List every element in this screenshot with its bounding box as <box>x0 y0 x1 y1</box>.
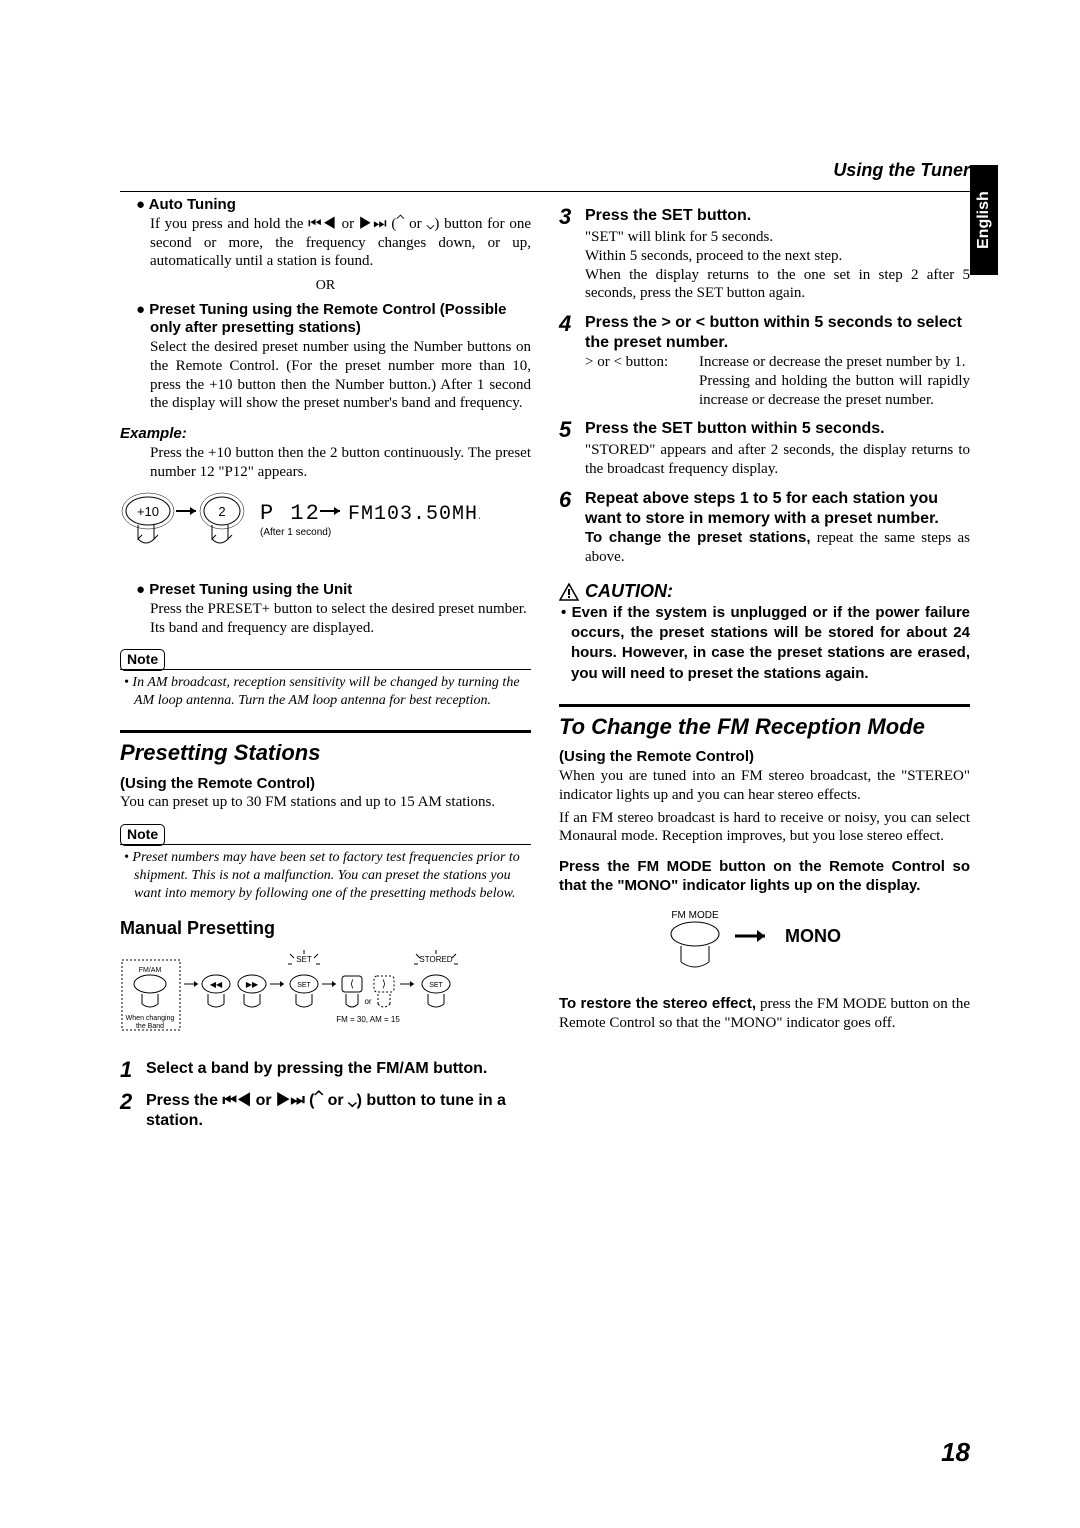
step-4-def-val: Increase or decrease the preset number b… <box>699 353 970 409</box>
example-diagram: +10 2 P 12 (After 1 s <box>120 491 531 567</box>
step-5: 5 Press the SET button within 5 seconds. <box>559 419 970 441</box>
svg-text:SET: SET <box>429 982 443 989</box>
manual-page: Using the Tuner English Auto Tuning If y… <box>0 0 1080 1528</box>
auto-tuning-head: Auto Tuning <box>150 196 531 215</box>
step-3-num: 3 <box>559 206 577 228</box>
fm-mode-diagram: FM MODE MONO <box>559 906 970 982</box>
svg-text:or: or <box>364 997 371 1006</box>
content-columns: Auto Tuning If you press and hold the ⏮◀… <box>120 196 970 1131</box>
note-label-2: Note <box>120 824 165 846</box>
step-1-num: 1 <box>120 1059 138 1081</box>
step-4: 4 Press the > or < button within 5 secon… <box>559 313 970 353</box>
fm-mode-title: To Change the FM Reception Mode <box>559 713 970 741</box>
fm-mode-instr: Press the FM MODE button on the Remote C… <box>559 858 970 896</box>
note-text-1: In AM broadcast, reception sensitivity w… <box>134 674 531 710</box>
svg-text:FM103.50MHz: FM103.50MHz <box>348 503 480 526</box>
svg-text:When changing: When changing <box>126 1015 175 1022</box>
step-4-head: Press the > or < button within 5 seconds… <box>585 313 970 353</box>
presetting-title: Presetting Stations <box>120 739 531 767</box>
example-body: Press the +10 button then the 2 button c… <box>150 444 531 482</box>
preset-unit-body1: Press the PRESET+ button to select the d… <box>150 600 531 619</box>
step-4-num: 4 <box>559 313 577 353</box>
fm-mode-sub: (Using the Remote Control) <box>559 748 970 767</box>
caution-head: CAUTION: <box>559 580 970 603</box>
presetting-rule <box>120 730 531 733</box>
presetting-body: You can preset up to 30 FM stations and … <box>120 793 531 812</box>
page-number: 18 <box>941 1437 970 1468</box>
step-5-body: "STORED" appears and after 2 seconds, th… <box>585 441 970 479</box>
preset-remote-head: Preset Tuning using the Remote Control (… <box>150 301 531 339</box>
step-2-head: Press the ⏮◀ or ▶⏭ (⌃ or ⌄) button to tu… <box>146 1091 531 1131</box>
caution-icon <box>559 583 579 601</box>
note-rule-2 <box>120 844 531 845</box>
fm-mode-p1: When you are tuned into an FM stereo bro… <box>559 767 970 805</box>
note-label-1: Note <box>120 649 165 671</box>
fm-mode-restore-lead: To restore the stereo effect, <box>559 995 756 1012</box>
step-6-num: 6 <box>559 489 577 529</box>
step-6: 6 Repeat above steps 1 to 5 for each sta… <box>559 489 970 529</box>
svg-text:⟩: ⟩ <box>382 979 386 990</box>
auto-tuning-body: If you press and hold the ⏮◀ or ▶⏭ (⌃ or… <box>150 215 531 271</box>
step-6-change: To change the preset stations, repeat th… <box>585 529 970 567</box>
presetting-sub: (Using the Remote Control) <box>120 775 531 794</box>
step-1-head: Select a band by pressing the FM/AM butt… <box>146 1059 487 1081</box>
preset-unit-head: Preset Tuning using the Unit <box>150 581 531 600</box>
svg-text:FM MODE: FM MODE <box>671 910 719 921</box>
step-4-def: > or < button: Increase or decrease the … <box>585 353 970 409</box>
fm-mode-restore: To restore the stereo effect, press the … <box>559 995 970 1033</box>
step-1: 1 Select a band by pressing the FM/AM bu… <box>120 1059 531 1081</box>
step-3-head: Press the SET button. <box>585 206 751 228</box>
svg-text:SET: SET <box>296 955 312 964</box>
or-separator: OR <box>120 277 531 295</box>
step-6-head: Repeat above steps 1 to 5 for each stati… <box>585 489 970 529</box>
svg-text:⟨: ⟨ <box>350 979 354 990</box>
example-label: Example: <box>120 425 531 444</box>
step-2-num: 2 <box>120 1091 138 1131</box>
svg-text:FM/AM: FM/AM <box>139 967 162 974</box>
svg-text:▶▶: ▶▶ <box>246 980 259 989</box>
header-rule <box>120 191 970 192</box>
manual-presetting-title: Manual Presetting <box>120 917 531 940</box>
step-6-change-lead: To change the preset stations, <box>585 529 811 546</box>
fm-mode-p2: If an FM stereo broadcast is hard to rec… <box>559 809 970 847</box>
svg-text:FM = 30, AM = 15: FM = 30, AM = 15 <box>336 1015 400 1024</box>
note-text-2: Preset numbers may have been set to fact… <box>134 849 531 904</box>
fm-mode-rule <box>559 704 970 707</box>
section-title: Using the Tuner <box>120 160 970 181</box>
right-column: 3 Press the SET button. "SET" will blink… <box>559 196 970 1131</box>
left-column: Auto Tuning If you press and hold the ⏮◀… <box>120 196 531 1131</box>
note-rule-1 <box>120 669 531 670</box>
step-3-l3: When the display returns to the one set … <box>585 266 970 304</box>
svg-text:the Band: the Band <box>136 1023 164 1030</box>
step-5-num: 5 <box>559 419 577 441</box>
step-3-l1: "SET" will blink for 5 seconds. <box>585 228 970 247</box>
manual-diagram: FM/AM When changing the Band ◀◀ <box>120 950 531 1046</box>
step-3-l2: Within 5 seconds, proceed to the next st… <box>585 247 970 266</box>
svg-text:SET: SET <box>297 982 311 989</box>
svg-text:MONO: MONO <box>785 926 841 946</box>
step-5-head: Press the SET button within 5 seconds. <box>585 419 885 441</box>
caution-label: CAUTION: <box>585 580 673 603</box>
step-4-def-label: > or < button: <box>585 353 685 409</box>
svg-text:P 12: P 12 <box>260 501 321 526</box>
svg-text:◀◀: ◀◀ <box>210 980 223 989</box>
preset-unit-body2: Its band and frequency are displayed. <box>150 619 531 638</box>
preset-remote-body: Select the desired preset number using t… <box>150 338 531 413</box>
step-3: 3 Press the SET button. <box>559 206 970 228</box>
svg-text:+10: +10 <box>137 504 159 519</box>
language-tab: English <box>970 165 998 275</box>
step-2: 2 Press the ⏮◀ or ▶⏭ (⌃ or ⌄) button to … <box>120 1091 531 1131</box>
svg-text:(After 1 second): (After 1 second) <box>260 527 331 538</box>
caution-body: Even if the system is unplugged or if th… <box>571 603 970 684</box>
svg-text:2: 2 <box>218 504 225 519</box>
svg-text:STORED: STORED <box>419 955 452 964</box>
